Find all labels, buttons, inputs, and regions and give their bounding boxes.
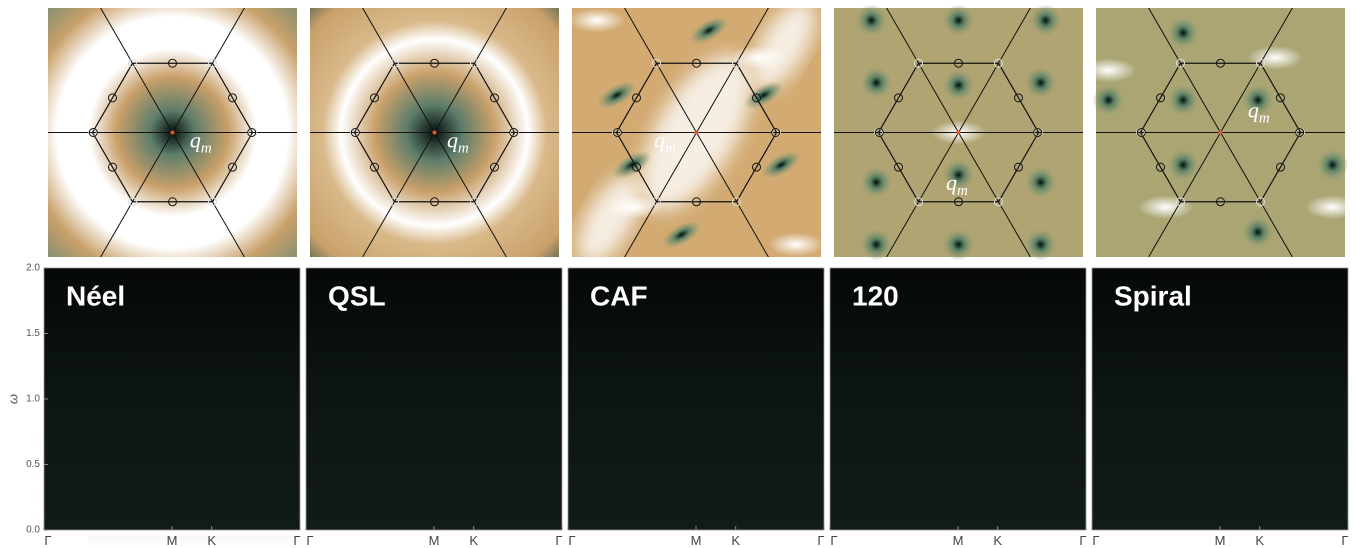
sf-minimum [1167, 149, 1199, 181]
sf-peak [1138, 195, 1194, 219]
x-tick-label: Γ [44, 533, 51, 548]
q-symbol: q [1248, 98, 1259, 123]
panel-label: Néel [66, 280, 125, 311]
q-symbol: q [447, 127, 458, 152]
x-tick-label: M [429, 533, 440, 548]
y-tick-label: 1.0 [26, 394, 40, 405]
x-tick-label: K [207, 533, 216, 548]
q-marker [433, 131, 437, 135]
q-subscript: m [201, 140, 212, 156]
x-tick-label: K [469, 533, 478, 548]
spectrum-panel: Spiral Γ M K Γ [1092, 268, 1349, 548]
sf-minimum [855, 4, 887, 36]
sf-minimum [860, 166, 892, 198]
sf-minimum [1030, 4, 1062, 36]
spectrum-panel: CAF Γ M K Γ [568, 268, 825, 548]
x-tick-label: Γ [306, 533, 313, 548]
panel-label: Spiral [1114, 280, 1192, 311]
panel-label: 120 [852, 280, 899, 311]
sf-minimum [860, 67, 892, 99]
sf-minimum [1242, 216, 1274, 248]
y-tick-label: 0.5 [26, 459, 40, 470]
q-subscript: m [458, 140, 469, 156]
q-symbol: q [946, 170, 957, 195]
sf-minimum [1092, 84, 1124, 116]
figure: qmqmqmqmqm NéelΓMKΓQSLΓMKΓCAFΓMKΓ120ΓMKΓ… [0, 0, 1356, 548]
panel-label: QSL [328, 280, 386, 311]
q-symbol: q [654, 127, 665, 152]
x-tick-label: M [953, 533, 964, 548]
sf-minimum [1167, 17, 1199, 49]
sf-minimum [1317, 149, 1349, 181]
x-tick-label: Γ [1092, 533, 1099, 548]
sf-peak [1247, 46, 1303, 70]
sf-minimum [943, 229, 975, 261]
q-subscript: m [665, 140, 676, 156]
y-tick-label: 0.0 [26, 525, 40, 536]
sf-minimum [943, 69, 975, 101]
q-marker [171, 131, 175, 135]
x-tick-label: K [1255, 533, 1264, 548]
y-tick-label: 2.0 [26, 263, 40, 274]
sf-minimum [1025, 67, 1057, 99]
x-tick-label: Γ [1341, 533, 1348, 548]
spectrum-panel: Néel Γ M K Γ [44, 268, 301, 548]
q-subscript: m [957, 183, 968, 199]
x-tick-label: K [731, 533, 740, 548]
spectrum-panel: 120 Γ M K Γ [830, 268, 1087, 548]
y-tick-label: 1.5 [26, 328, 40, 339]
q-subscript: m [1259, 111, 1270, 127]
x-tick-label: Γ [830, 533, 837, 548]
x-tick-label: Γ [293, 533, 300, 548]
spectrum-panel: QSL Γ M K Γ [306, 268, 563, 548]
x-tick-label: K [993, 533, 1002, 548]
panel-label: CAF [590, 280, 648, 311]
q-marker [1219, 131, 1223, 135]
sf-peak [569, 8, 625, 32]
sf-minimum [1167, 84, 1199, 116]
x-tick-label: Γ [568, 533, 575, 548]
sf-peak [768, 233, 824, 257]
sf-minimum [943, 4, 975, 36]
x-tick-label: Γ [1079, 533, 1086, 548]
y-axis-label: ω [5, 394, 20, 404]
spectra: Néel Γ M K Γ QSL Γ M K Γ CAF Γ M K Γ 120 Γ M K Γ Spiral Γ M K Γ [44, 268, 1349, 548]
x-tick-label: Γ [817, 533, 824, 548]
x-tick-label: M [691, 533, 702, 548]
q-marker [957, 131, 961, 135]
sf-minimum [1025, 166, 1057, 198]
q-marker [695, 131, 699, 135]
sf-peak [1080, 58, 1136, 82]
x-tick-label: M [1215, 533, 1226, 548]
x-tick-label: Γ [555, 533, 562, 548]
q-symbol: q [190, 127, 201, 152]
x-tick-label: M [167, 533, 178, 548]
